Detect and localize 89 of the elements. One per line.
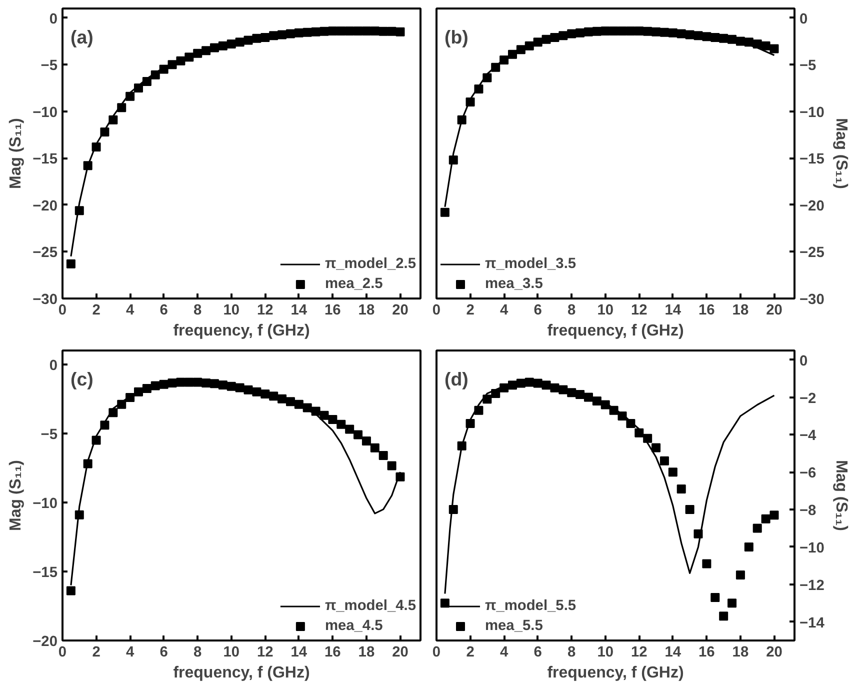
- x-tick-label: 12: [256, 302, 274, 318]
- y-tick-label: −20: [32, 634, 58, 650]
- x-tick-label: 14: [664, 302, 682, 318]
- x-tick-label: 6: [534, 644, 542, 660]
- x-tick-label: 2: [92, 644, 100, 660]
- x-tick-label: 10: [597, 644, 614, 660]
- x-tick-label: 2: [466, 302, 474, 318]
- y-axis-title: Mag (S₁₁): [8, 118, 25, 190]
- y-tick-label: −20: [32, 198, 58, 214]
- x-tick-label: 20: [392, 644, 408, 660]
- y2-tick-label: 0: [800, 11, 808, 28]
- x-tick-label: 8: [194, 644, 202, 660]
- legend-label: π_model_3.5: [485, 256, 576, 272]
- x-tick-label: 8: [568, 302, 576, 318]
- x-tick-label: 10: [597, 302, 614, 318]
- x-tick-label: 0: [432, 644, 441, 660]
- y2-axis-title: Mag (S₁₁): [832, 460, 850, 532]
- x-tick-label: 0: [432, 302, 441, 318]
- y2-tick-label: −14: [800, 615, 826, 632]
- x-tick-label: 4: [126, 644, 135, 660]
- x-tick-label: 12: [630, 302, 648, 318]
- y-tick-label: −5: [40, 58, 58, 74]
- x-axis-title: frequency, f (GHz): [173, 664, 310, 682]
- x-tick-label: 6: [160, 302, 168, 318]
- x-tick-label: 20: [392, 302, 408, 318]
- x-tick-label: 18: [732, 302, 749, 318]
- y-tick-label: −10: [32, 496, 58, 512]
- y2-tick-label: −10: [800, 540, 824, 556]
- text: (b): [444, 26, 468, 48]
- x-axis-title: frequency, f (GHz): [547, 322, 684, 340]
- x-tick-label: 20: [766, 302, 782, 318]
- x-tick-label: 6: [160, 644, 168, 660]
- x-axis-title: frequency, f (GHz): [547, 664, 684, 682]
- x-axis-title: frequency, f (GHz): [173, 322, 310, 340]
- x-tick-label: 14: [290, 302, 308, 318]
- y2-tick-label: −12: [800, 578, 824, 594]
- legend-label: mea_3.5: [485, 276, 543, 292]
- x-tick-label: 8: [194, 302, 202, 318]
- y2-axis-title: Mag (S₁₁): [832, 118, 850, 190]
- y2-tick-label: −25: [800, 245, 824, 262]
- x-tick-label: 14: [664, 644, 682, 660]
- y2-tick-label: −10: [800, 104, 824, 121]
- y2-tick-label: −30: [800, 292, 824, 308]
- legend-label: mea_2.5: [324, 276, 383, 292]
- x-tick-label: 10: [223, 644, 240, 660]
- legend-label: mea_5.5: [485, 618, 543, 634]
- y2-tick-label: −15: [800, 152, 824, 168]
- y2-tick-label: −20: [800, 198, 824, 214]
- legend-label: π_model_2.5: [324, 256, 416, 272]
- x-tick-label: 16: [324, 302, 341, 318]
- y-axis-title: Mag (S₁₁): [8, 460, 25, 532]
- x-tick-label: 2: [466, 644, 474, 660]
- x-tick-label: 20: [766, 644, 782, 660]
- y-tick-label: −15: [32, 152, 58, 168]
- y-tick-label: −10: [32, 104, 58, 121]
- x-tick-label: 14: [290, 644, 308, 660]
- x-tick-label: 4: [500, 302, 509, 318]
- x-tick-label: 18: [358, 644, 375, 660]
- legend-label: π_model_5.5: [485, 598, 576, 614]
- text: (c): [70, 368, 94, 390]
- y2-tick-label: −5: [800, 58, 816, 74]
- x-tick-label: 12: [256, 644, 274, 660]
- x-tick-label: 12: [630, 644, 648, 660]
- x-tick-label: 6: [534, 302, 542, 318]
- y-tick-label: −5: [40, 426, 58, 443]
- y2-tick-label: 0: [800, 353, 808, 370]
- x-tick-label: 16: [324, 644, 341, 660]
- x-tick-label: 8: [568, 644, 576, 660]
- legend-label: π_model_4.5: [324, 598, 416, 614]
- y-tick-label: 0: [49, 11, 58, 28]
- x-tick-label: 2: [92, 302, 100, 318]
- y-tick-label: −15: [32, 564, 58, 581]
- x-tick-label: 18: [358, 302, 375, 318]
- y-tick-label: 0: [49, 358, 58, 374]
- y2-tick-label: −8: [800, 503, 816, 520]
- x-tick-label: 16: [698, 644, 715, 660]
- x-tick-label: 4: [126, 302, 135, 318]
- x-tick-label: 4: [500, 644, 509, 660]
- x-tick-label: 18: [732, 644, 749, 660]
- y-tick-label: −25: [32, 245, 58, 262]
- y-tick-label: −30: [32, 292, 58, 308]
- text: (a): [70, 26, 94, 48]
- y2-tick-label: −4: [800, 428, 818, 444]
- y2-tick-label: −6: [800, 466, 816, 482]
- legend-label: mea_4.5: [324, 618, 383, 634]
- y2-tick-label: −2: [800, 390, 816, 407]
- x-tick-label: 10: [223, 302, 240, 318]
- text: (d): [444, 368, 468, 390]
- x-tick-label: 16: [698, 302, 715, 318]
